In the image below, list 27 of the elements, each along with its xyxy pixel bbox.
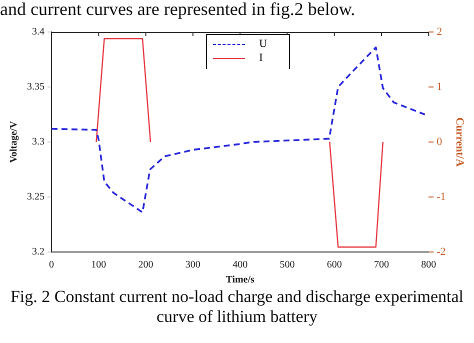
x-tick-label: 300 <box>185 260 200 271</box>
x-tick-label: 0 <box>49 260 54 271</box>
x-axis-title: Time/s <box>226 274 255 286</box>
line-series <box>52 46 426 214</box>
x-tick-label: 800 <box>421 260 436 271</box>
x-tick-label: 400 <box>232 260 248 271</box>
y-tick-label: 3.3 <box>32 136 44 148</box>
text: and current curves are represented in fig.2 below. <box>0 0 356 19</box>
y-axis-title: Voltage/V <box>8 120 20 163</box>
y-tick-label: 3.25 <box>27 192 44 203</box>
x-tick-label: 700 <box>374 260 389 271</box>
y2-tick-label: 1 <box>436 80 442 93</box>
y2-tick-label: -1 <box>436 190 446 203</box>
y-tick-label: 3.35 <box>27 82 44 93</box>
x-tick-label: 100 <box>91 260 106 271</box>
y-tick-label: 3.2 <box>32 246 44 258</box>
x-tick-label: 500 <box>280 260 295 271</box>
x-tick-label: 600 <box>326 260 342 271</box>
caption: Fig. 2 Constant current no-load charge and discharge experimental curve of lithium battery <box>9 287 465 327</box>
y2-tick-label: 2 <box>436 26 442 38</box>
x-tick-label: 200 <box>138 260 154 271</box>
y2-tick-label: -2 <box>436 246 446 258</box>
y2-axis-title: Current/A <box>454 117 466 167</box>
y-tick-label: 3.4 <box>32 26 44 38</box>
legend-label: I <box>259 52 263 64</box>
legend-label: U <box>259 38 268 50</box>
y2-tick-label: 0 <box>436 136 443 148</box>
